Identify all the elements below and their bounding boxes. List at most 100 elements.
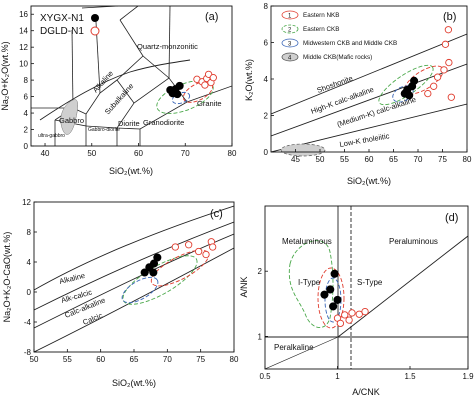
legend-symbol-2 bbox=[281, 24, 299, 34]
x-tick-label: 55 bbox=[63, 355, 72, 364]
panel-d-axes: 0.5 1 1.5 1.9 1 2 bbox=[258, 267, 474, 381]
data-point-dgld bbox=[444, 26, 453, 34]
legend-label: Middle CKB(Mafic rocks) bbox=[303, 54, 372, 61]
x-tick-label: 60 bbox=[365, 155, 374, 164]
x-tick-label: 1.5 bbox=[404, 372, 416, 381]
x-tick-label: 70 bbox=[414, 155, 423, 164]
panel-b-axes: 45 50 55 60 65 70 75 80 0 2 4 6 8 bbox=[264, 2, 472, 164]
panel-c: 50 55 60 65 70 75 80 -8 -4 0 4 8 12 (c) Alkaline Alk… bbox=[2, 198, 239, 388]
panel-d-frame bbox=[264, 205, 469, 370]
x-tick-label: 55 bbox=[340, 155, 349, 164]
panel-a-axes: 40 50 60 70 80 0 2 4 6 8 10 12 14 16 bbox=[19, 10, 237, 158]
legend-number: 1 bbox=[288, 14, 292, 20]
data-point-dgld bbox=[171, 243, 179, 251]
gabbro-shaded-field bbox=[60, 99, 78, 135]
x-tick-label: 65 bbox=[130, 355, 139, 364]
data-point-dgld bbox=[445, 58, 453, 67]
x-tick-label: 65 bbox=[389, 155, 398, 164]
data-point-xygx bbox=[173, 90, 182, 99]
panel-c-points bbox=[140, 238, 217, 277]
x-tick-label: 70 bbox=[181, 149, 190, 158]
data-point-dgld bbox=[202, 250, 210, 259]
legend-symbol-1 bbox=[281, 10, 299, 20]
panel-b: 45 50 55 60 65 70 75 80 0 2 4 6 8 (b) 1 Eastern NKB … bbox=[244, 2, 472, 186]
y-tick-label: 2 bbox=[264, 112, 269, 121]
x-tick-label: 80 bbox=[228, 149, 237, 158]
x-tick-label: 50 bbox=[30, 355, 39, 364]
legend-label-dgld: DGLD-N1 bbox=[40, 26, 84, 37]
data-point-dgld bbox=[447, 93, 455, 101]
data-point-dgld bbox=[341, 311, 349, 319]
panel-d-points bbox=[320, 269, 369, 328]
data-point-dgld bbox=[433, 73, 442, 81]
data-point-dgld bbox=[348, 309, 356, 317]
legend-marker-dgld bbox=[90, 26, 100, 36]
legend-number: 2 bbox=[288, 28, 292, 34]
y-axis-label: Na₂O+K₂O-CaO(wt.%) bbox=[2, 232, 12, 323]
data-point-xygx bbox=[149, 259, 159, 268]
panel-a-frame bbox=[30, 5, 233, 147]
data-point-xygx bbox=[326, 285, 335, 294]
legend-number: 3 bbox=[288, 42, 292, 48]
field-label: Diorite bbox=[118, 119, 140, 128]
panel-c-axes: 50 55 60 65 70 75 80 -8 -4 0 4 8 12 bbox=[22, 198, 239, 364]
panel-d-field-labels: Metaluminous Peraluminous I-Type S-Type … bbox=[274, 237, 438, 352]
panel-b-legend: 1 Eastern NKB 2 Eastern CKB 3 Midwestern… bbox=[281, 10, 397, 62]
x-tick-label: 50 bbox=[316, 155, 325, 164]
x-tick-label: 80 bbox=[463, 155, 472, 164]
y-tick-label: 6 bbox=[264, 39, 269, 48]
field-label: Granodiorite bbox=[143, 118, 184, 127]
data-point-dgld bbox=[355, 310, 363, 318]
y-tick-label: 2 bbox=[258, 267, 263, 276]
data-point-dgld bbox=[424, 89, 432, 98]
x-tick-label: 75 bbox=[438, 155, 447, 164]
data-point-dgld bbox=[345, 316, 353, 324]
data-point-xygx bbox=[153, 253, 162, 262]
panel-a-points bbox=[166, 70, 217, 99]
data-point-dgld bbox=[440, 66, 448, 74]
panel-a-legend: XYGX-N1 DGLD-N1 bbox=[40, 13, 100, 37]
legend-symbol-4 bbox=[281, 52, 299, 62]
data-point-xygx bbox=[405, 91, 414, 100]
data-point-dgld bbox=[430, 82, 438, 90]
field-label: Granite bbox=[197, 99, 222, 108]
field-label: Alkaline bbox=[58, 271, 86, 286]
panel-d: 0.5 1 1.5 1.9 1 2 (d) Metaluminous Peralumino… bbox=[239, 205, 474, 397]
legend-label: Eastern NKB bbox=[303, 12, 339, 19]
field-label: Calcic bbox=[81, 311, 104, 327]
x-axis-label: SiO₂(wt.%) bbox=[109, 166, 153, 176]
mafic-rocks-field bbox=[280, 143, 326, 157]
data-point-dgld bbox=[185, 241, 193, 249]
field-label: S-Type bbox=[357, 278, 383, 287]
x-tick-label: 50 bbox=[87, 149, 96, 158]
legend-label-xygx: XYGX-N1 bbox=[40, 13, 84, 24]
panel-label: (c) bbox=[210, 208, 223, 220]
data-point-dgld bbox=[195, 247, 203, 256]
y-tick-label: -4 bbox=[24, 318, 32, 327]
y-axis-label: A/NK bbox=[239, 276, 249, 297]
data-point-xygx bbox=[330, 269, 339, 278]
shand-boundary-lines bbox=[265, 206, 468, 369]
y-tick-label: 0 bbox=[264, 148, 269, 157]
data-point-xygx bbox=[175, 81, 184, 90]
field-label: I-Type bbox=[298, 278, 321, 287]
data-point-xygx bbox=[320, 290, 329, 299]
y-tick-label: 8 bbox=[24, 76, 29, 85]
data-point-dgld bbox=[209, 243, 217, 251]
data-point-xygx bbox=[329, 302, 338, 311]
x-tick-label: 60 bbox=[134, 149, 143, 158]
y-tick-label: 12 bbox=[22, 198, 31, 207]
x-tick-label: 1.9 bbox=[462, 372, 474, 381]
data-point-dgld bbox=[441, 40, 450, 48]
x-tick-label: 70 bbox=[163, 355, 172, 364]
y-tick-label: 0 bbox=[24, 142, 29, 151]
panel-c-field-labels: Alkaline Alk-calcic Calc-alkaline Calcic bbox=[58, 271, 106, 327]
legend-symbol-3 bbox=[281, 38, 299, 48]
y-tick-label: 2 bbox=[24, 126, 29, 135]
data-point-dgld bbox=[201, 81, 209, 89]
data-point-dgld bbox=[209, 73, 217, 82]
y-axis-label: K₂O(wt.%) bbox=[244, 59, 254, 101]
y-tick-label: 1 bbox=[258, 332, 263, 341]
y-tick-label: 8 bbox=[264, 2, 269, 11]
